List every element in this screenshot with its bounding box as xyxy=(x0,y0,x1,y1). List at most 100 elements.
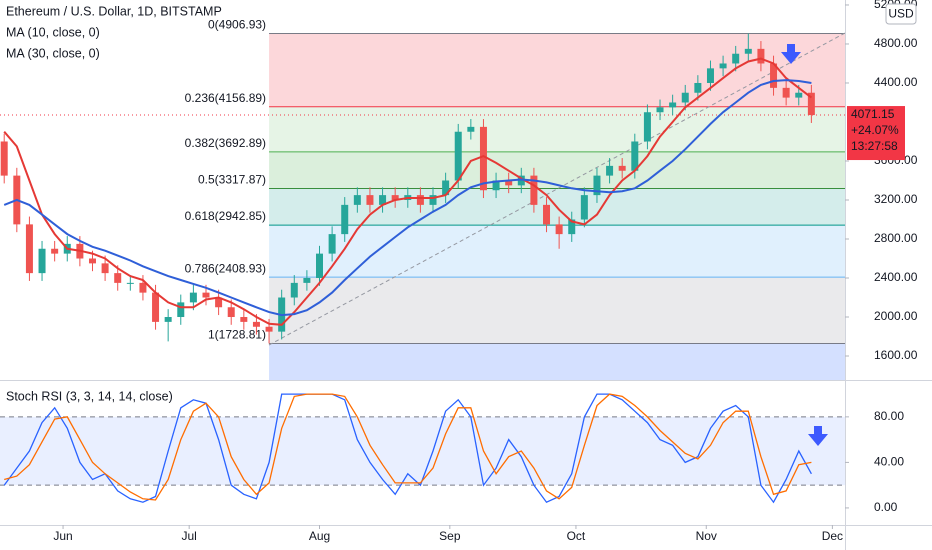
y-tick-label: 80.00 xyxy=(874,409,904,423)
candle-body xyxy=(177,302,185,318)
fib-zone xyxy=(269,106,846,152)
candle-body xyxy=(0,141,8,176)
ma-line xyxy=(3,57,813,326)
candle-body xyxy=(782,87,790,98)
y-tick-label: 2000.00 xyxy=(874,309,918,323)
candle-body xyxy=(429,195,437,205)
y-tick-label: 2400.00 xyxy=(874,270,918,284)
legend-entry: MA (10, close, 0) xyxy=(6,25,100,39)
x-tick-label: Dec xyxy=(822,529,843,543)
candle-body xyxy=(252,321,260,327)
candle-body xyxy=(618,165,626,171)
x-tick-label: Jun xyxy=(53,529,72,543)
candle-body xyxy=(341,204,349,235)
legend-entry: MA (30, close, 0) xyxy=(6,46,100,60)
arrow-icon xyxy=(781,44,801,64)
arrow-icon xyxy=(808,426,828,446)
candle-body xyxy=(719,63,727,69)
y-tick-label: 0.00 xyxy=(874,500,898,514)
fib-zone xyxy=(269,151,846,189)
price-marks xyxy=(0,33,815,344)
candle-body xyxy=(770,63,778,88)
candle-body xyxy=(669,102,677,108)
fib-label: 0.382(3692.89) xyxy=(185,136,266,150)
y-tick-label: 40.00 xyxy=(874,455,904,469)
fib-label: 0.786(2408.93) xyxy=(185,261,266,275)
candle-body xyxy=(240,317,248,322)
candle-body xyxy=(416,195,424,205)
candle-body xyxy=(114,273,122,283)
currency-label: USD xyxy=(888,7,914,21)
candle-body xyxy=(379,195,387,205)
candle-body xyxy=(152,292,160,322)
y-tick-label: 1600.00 xyxy=(874,348,918,362)
candle-body xyxy=(328,234,336,254)
candle-body xyxy=(757,48,765,64)
candle-body xyxy=(126,282,134,284)
candle-body xyxy=(694,82,702,93)
fib-label: 0.236(4156.89) xyxy=(185,91,266,105)
candle-body xyxy=(656,107,664,113)
price-tag-change: +24.07% xyxy=(851,123,899,137)
x-tick-label: Oct xyxy=(567,529,586,543)
candle-body xyxy=(467,126,475,132)
candle-body xyxy=(732,53,740,64)
fib-label: 0.5(3317.87) xyxy=(198,173,266,187)
indicator-band xyxy=(0,416,845,486)
candle-body xyxy=(366,195,374,205)
y-tick-label: 2800.00 xyxy=(874,231,918,245)
candle-body xyxy=(202,292,210,298)
candle-body xyxy=(631,141,639,171)
chart-title: Ethereum / U.S. Dollar, 1D, BITSTAMP xyxy=(6,4,222,18)
candle-body xyxy=(795,92,803,98)
fib-zone xyxy=(269,277,846,344)
candle-body xyxy=(391,195,399,200)
candle-body xyxy=(681,92,689,103)
candle-body xyxy=(555,224,563,235)
candle-body xyxy=(38,248,46,274)
candle-body xyxy=(353,195,361,205)
price-tag-value: 4071.15 xyxy=(851,107,895,121)
x-tick-label: Sep xyxy=(439,529,461,543)
fib-zone xyxy=(269,343,846,380)
x-tick-label: Jul xyxy=(182,529,197,543)
candle-body xyxy=(593,175,601,196)
fib-label: 0.618(2942.85) xyxy=(185,209,266,223)
candle-body xyxy=(290,282,298,298)
stoch-line xyxy=(3,393,812,504)
axes: 1600.002000.002400.002800.003200.003600.… xyxy=(53,0,917,543)
candle-body xyxy=(606,165,614,176)
candle-body xyxy=(215,297,223,308)
candle-body xyxy=(139,282,147,293)
candle-body xyxy=(51,248,59,254)
price-tag-countdown: 13:27:58 xyxy=(851,139,898,153)
candle-body xyxy=(568,219,576,235)
candle-body xyxy=(265,326,273,332)
candle-body xyxy=(303,278,311,283)
candle-body xyxy=(479,126,487,191)
fib-label: 0(4906.93) xyxy=(208,18,266,32)
candle-body xyxy=(543,204,551,225)
candle-body xyxy=(492,180,500,191)
candle-body xyxy=(442,180,450,196)
candle-body xyxy=(25,224,33,274)
ma-line xyxy=(3,79,812,317)
candle-body xyxy=(706,68,714,83)
candle-body xyxy=(101,263,109,274)
x-tick-label: Nov xyxy=(696,529,717,543)
indicator-name: Stoch RSI (3, 3, 14, 14, close) xyxy=(6,389,173,403)
indicator-pane xyxy=(0,393,845,504)
candle-body xyxy=(454,131,462,181)
candle-body xyxy=(189,292,197,303)
candle-body xyxy=(530,175,538,205)
y-tick-label: 4800.00 xyxy=(874,36,918,50)
candle-body xyxy=(227,307,235,318)
candle-body xyxy=(164,317,172,322)
stoch-line xyxy=(4,393,812,501)
price-tag xyxy=(847,106,905,161)
candle-body xyxy=(744,48,752,54)
candle-body xyxy=(505,180,513,186)
fib-label: 1(1728.81) xyxy=(208,328,266,342)
